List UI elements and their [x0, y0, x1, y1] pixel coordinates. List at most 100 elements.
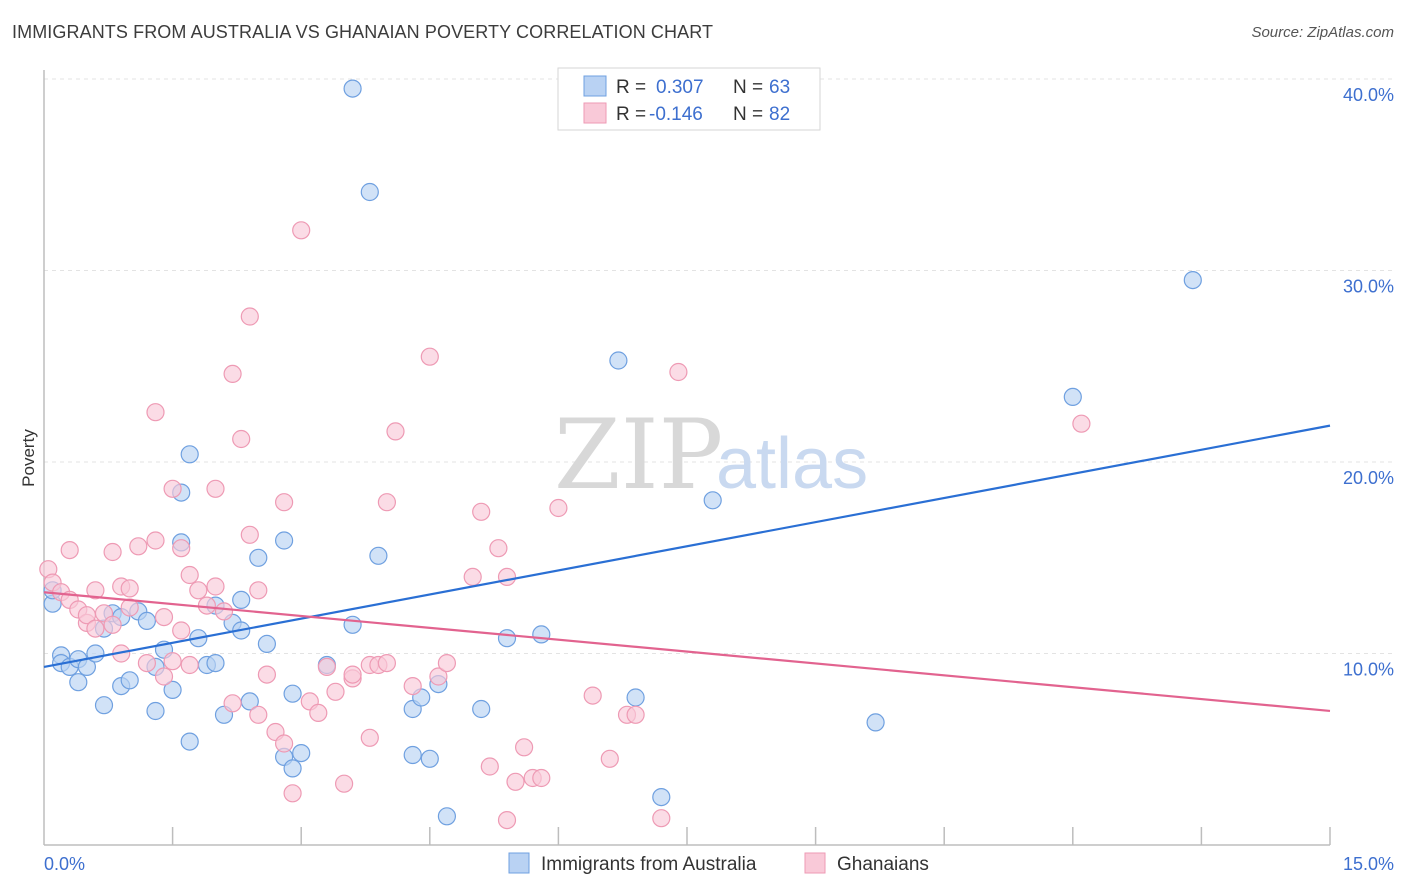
- data-point-ghanaians: [86, 581, 105, 600]
- stats-legend-r-value-pink: -0.146: [649, 104, 703, 125]
- trend-lines: [43, 424, 1331, 713]
- data-point-australia: [180, 732, 199, 751]
- x-tick-label-min: 0.0%: [44, 854, 85, 874]
- data-point-australia: [532, 625, 551, 644]
- data-point-ghanaians: [437, 653, 456, 673]
- data-point-ghanaians: [377, 493, 396, 512]
- data-point-ghanaians: [514, 738, 534, 757]
- data-point-ghanaians: [386, 422, 405, 441]
- data-point-ghanaians: [197, 596, 216, 615]
- data-point-australia: [120, 671, 139, 690]
- y-tick-label: 10.0%: [1343, 660, 1394, 680]
- data-point-australia: [275, 531, 294, 550]
- data-point-ghanaians: [583, 686, 602, 705]
- data-point-ghanaians: [403, 676, 422, 696]
- data-point-ghanaians: [163, 652, 182, 671]
- watermark-atlas: atlas: [716, 424, 868, 504]
- data-point-ghanaians: [249, 581, 268, 600]
- data-point-australia: [1183, 271, 1202, 290]
- data-point-ghanaians: [223, 364, 242, 383]
- data-point-ghanaians: [669, 362, 688, 382]
- data-point-ghanaians: [292, 221, 311, 240]
- data-point-australia: [497, 629, 517, 648]
- y-tick-labels: 10.0% 20.0% 30.0% 40.0%: [1343, 85, 1394, 680]
- data-point-australia: [137, 611, 156, 631]
- data-point-ghanaians: [275, 734, 294, 753]
- data-point-australia: [420, 749, 439, 768]
- watermark-zip: ZIP: [554, 399, 723, 511]
- data-point-australia: [866, 713, 885, 732]
- stats-legend: R = 0.307 N = 63 R = -0.146 N = 82: [557, 67, 821, 131]
- data-point-ghanaians: [343, 665, 362, 684]
- data-point-ghanaians: [146, 403, 165, 422]
- series-legend-label-ghanaians: Ghanaians: [837, 854, 929, 875]
- stats-legend-swatch-blue: [583, 75, 607, 97]
- data-point-ghanaians: [472, 502, 491, 521]
- data-point-australia: [652, 787, 671, 807]
- data-point-ghanaians: [1072, 414, 1091, 433]
- data-point-australia: [403, 745, 422, 765]
- data-point-ghanaians: [275, 493, 294, 512]
- data-point-ghanaians: [172, 539, 191, 558]
- data-point-ghanaians: [154, 667, 174, 686]
- data-point-australia: [626, 688, 645, 707]
- data-point-australia: [1063, 387, 1082, 406]
- y-tick-label: 30.0%: [1343, 277, 1394, 297]
- y-tick-label: 20.0%: [1343, 468, 1394, 488]
- data-point-ghanaians: [146, 531, 165, 550]
- trend-line-australia: [43, 424, 1331, 668]
- data-point-australia: [69, 673, 88, 692]
- watermark: ZIP atlas: [554, 399, 868, 511]
- data-point-ghanaians: [120, 598, 139, 617]
- stats-legend-n-label-pink: N =: [733, 104, 763, 125]
- data-point-ghanaians: [463, 567, 482, 587]
- trend-line-ghanaians: [43, 591, 1331, 713]
- x-tick-label-max: 15.0%: [1343, 854, 1394, 874]
- data-point-australia: [163, 680, 182, 700]
- data-point-ghanaians: [137, 653, 156, 673]
- data-point-australia: [360, 182, 379, 202]
- data-point-ghanaians: [257, 665, 276, 684]
- data-point-ghanaians: [532, 768, 551, 788]
- data-point-ghanaians: [497, 810, 517, 830]
- data-point-australia: [283, 684, 302, 703]
- data-point-ghanaians: [163, 479, 182, 498]
- data-point-australia: [343, 615, 362, 634]
- data-point-ghanaians: [240, 307, 259, 326]
- data-point-ghanaians: [317, 657, 336, 677]
- data-point-australia: [283, 759, 302, 778]
- stats-legend-n-label-blue: N =: [733, 77, 763, 98]
- data-point-australia: [249, 548, 268, 567]
- data-point-ghanaians: [429, 667, 448, 686]
- data-point-australia: [369, 546, 388, 565]
- data-point-ghanaians: [206, 479, 225, 498]
- stats-legend-n-value-blue: 63: [769, 77, 790, 98]
- data-point-ghanaians: [154, 607, 174, 627]
- data-point-ghanaians: [180, 565, 199, 585]
- y-axis-label: Poverty: [19, 429, 38, 487]
- data-point-ghanaians: [86, 619, 105, 638]
- data-point-ghanaians: [206, 577, 225, 596]
- data-point-ghanaians: [420, 347, 439, 366]
- stats-legend-r-value-blue: 0.307: [656, 77, 704, 98]
- data-point-ghanaians: [214, 602, 234, 621]
- data-point-australia: [94, 696, 114, 715]
- data-point-ghanaians: [232, 429, 251, 449]
- data-point-australia: [232, 590, 251, 610]
- data-point-ghanaians: [189, 581, 208, 600]
- axes: [43, 70, 1330, 846]
- data-point-ghanaians: [180, 655, 199, 675]
- data-point-ghanaians: [489, 539, 508, 558]
- stats-legend-r-label-pink: R =: [616, 104, 646, 125]
- stats-legend-swatch-pink: [583, 102, 607, 124]
- data-point-australia: [343, 79, 362, 98]
- series-legend-swatch-ghanaians: [804, 852, 826, 874]
- data-point-ghanaians: [360, 728, 379, 747]
- data-point-ghanaians: [506, 772, 525, 791]
- data-point-ghanaians: [377, 653, 396, 673]
- data-point-ghanaians: [652, 809, 671, 828]
- data-point-ghanaians: [497, 567, 517, 587]
- data-point-australia: [257, 634, 276, 654]
- data-point-ghanaians: [283, 784, 302, 803]
